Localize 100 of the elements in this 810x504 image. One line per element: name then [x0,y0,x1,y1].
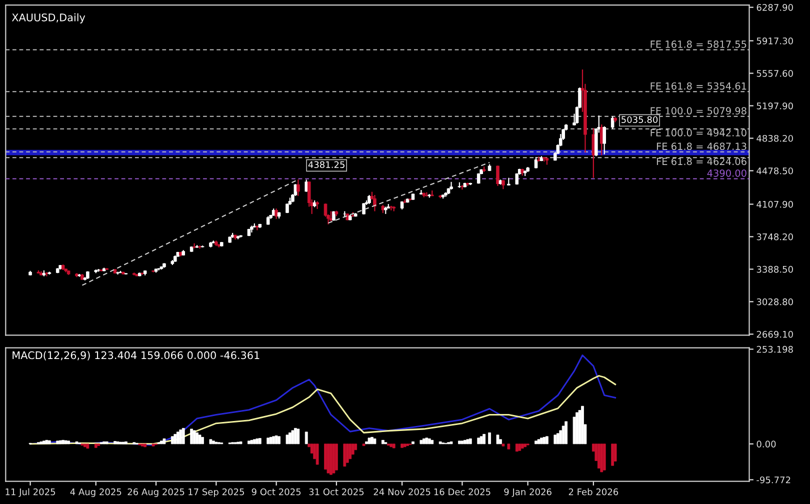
bar [86,444,90,449]
bar [304,432,308,444]
bar [190,428,194,444]
candlestick [157,268,160,271]
bar [477,438,480,444]
bar [250,440,254,444]
y-tick-label: 5197.90 [756,102,793,110]
bar [152,444,155,446]
y-tick-label: 4478.50 [756,167,793,174]
y-tick-label: 0.00 [756,440,776,448]
bar [400,444,404,448]
bar [258,438,262,444]
text: XAUUSD,Daily [12,13,86,24]
bar [296,428,300,444]
candlestick [537,156,540,162]
bar [40,441,43,444]
bar [160,440,163,444]
candlestick [496,165,500,187]
candlestick [542,156,546,162]
bar [450,441,453,444]
bar [182,428,185,444]
bar [460,440,464,444]
candlestick [304,179,308,192]
bar [84,444,86,448]
y-tick-label: 3748.20 [756,233,793,240]
bar [239,441,242,444]
x-tick-label: 16 Dec 2025 [434,488,490,496]
x-tick-label: 4 Aug 2025 [70,488,122,497]
bar [124,441,128,444]
bar [381,440,384,444]
bar [482,434,486,444]
bar [502,444,505,446]
bar [266,438,270,444]
x-tick-label: 11 Jul 2025 [6,488,56,497]
bar [507,444,510,450]
ref-line-label: FE 61.8 = 4687.13 [656,142,746,150]
y-tick-label: 4107.90 [756,200,793,208]
y-tick-label: 3028.80 [756,298,793,306]
y-tick-label: -95.772 [756,476,790,484]
bar [518,444,522,451]
ref-line-label: FE 100.0 = 4942.10 [650,129,746,136]
candlestick [610,116,614,130]
bar [144,444,147,448]
annotation: 4381.25 [308,161,344,168]
bar [286,434,289,444]
bar [392,444,396,448]
ref-line-label: 4390.00 [707,169,746,177]
bar [438,441,442,444]
bar [105,441,108,444]
y-tick-label: 253.198 [756,346,793,353]
x-tick-label: 2 Feb 2026 [568,488,618,496]
bar [373,438,376,444]
ref-line-label: FE 161.8 = 5354.61 [650,82,746,90]
bar [412,441,414,444]
bar [116,441,120,444]
bar [67,440,70,444]
x-tick-label: 17 Sep 2025 [188,488,244,497]
bar [602,444,606,470]
bar [420,440,423,444]
bar [546,436,548,444]
bar [534,440,538,444]
ref-line-label: FE 161.8 = 5817.55 [650,40,746,48]
bar [343,444,346,467]
bar [488,432,491,444]
bar [520,444,524,449]
bar [102,441,106,444]
bar [42,440,46,444]
bar [348,444,352,460]
y-tick-label: 4838.20 [756,134,793,142]
x-tick-label: 9 Jan 2026 [504,488,552,497]
bar [496,434,500,444]
candlestick [368,194,371,205]
bar [316,444,319,465]
candlestick [502,180,505,190]
bar [554,434,557,444]
bar [346,444,349,463]
bar [140,444,144,446]
candlestick [296,178,300,196]
bar [564,421,568,444]
bar [56,440,60,444]
chart-title: MACD(12,26,9) 123.404 159.066 0.000 -46.361 [12,351,260,360]
y-tick-label: 5917.30 [756,38,793,44]
ref-line-label: FE 100.0 = 5079.98 [650,107,746,115]
x-tick-label: 9 Oct 2025 [252,488,301,496]
bar [537,439,540,444]
bar [458,440,461,444]
bar [430,440,434,444]
bar [114,441,116,444]
bar [466,439,470,444]
bar [335,444,338,470]
candlestick [362,202,366,215]
y-tick-label: 6287.90 [756,4,793,11]
bar [403,444,406,448]
y-tick-label: 3388.50 [756,266,793,273]
bar [75,441,78,444]
y-tick-label: 5557.60 [756,70,793,77]
bar [515,444,518,452]
bar [524,444,527,448]
candlestick [403,198,406,204]
bar [48,440,51,444]
